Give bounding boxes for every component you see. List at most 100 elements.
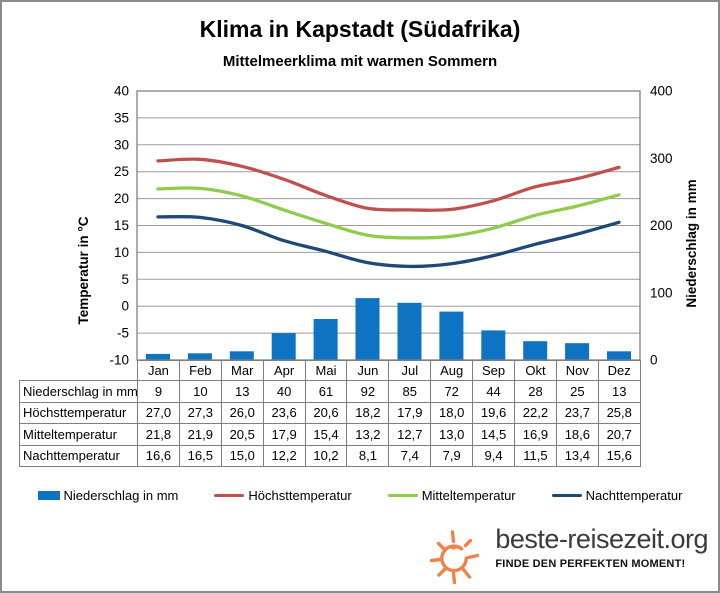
table-row: Nachttemperatur 16,6 16,5 15,0 12,2 10,2 8,1 7,…: [19, 444, 641, 467]
bar-Jan: [146, 353, 170, 360]
legend-bar-swatch: [37, 491, 60, 500]
table-cell: 9,4: [472, 444, 516, 467]
table-cell: 19,6: [472, 401, 516, 424]
table-cell: 72: [430, 380, 474, 403]
bar-Aug: [439, 311, 464, 360]
table-cell: 13: [597, 380, 641, 403]
table-row: Höchsttemperatur 27,0 27,3 26,0 23,6 20,6 18,2…: [19, 401, 641, 424]
table-cell: 11,5: [514, 444, 557, 467]
climate-chart: 40 35 30 25 20 15 10 5 0 -5 -10 400 300 200 100 0 Temper…: [76, 84, 699, 368]
row-label: Nachttemperatur: [19, 444, 138, 467]
month-header-cell: Dez: [597, 360, 641, 381]
table-cell: 27,3: [178, 401, 222, 424]
table-cell: 13: [220, 380, 264, 403]
table-cell: 16,5: [178, 444, 222, 467]
logo-tagline: FINDE DEN PERFEKTEN MOMENT!: [495, 558, 686, 571]
svg-text:40: 40: [114, 84, 129, 99]
sun-rays: [430, 530, 480, 585]
table-cell: 15,6: [597, 444, 641, 467]
table-cell: 15,4: [304, 423, 348, 446]
table-cell: 10,2: [304, 444, 348, 467]
table-cell: 20,7: [597, 423, 641, 446]
legend-label: Nachttemperatur: [585, 488, 683, 503]
month-header-cell: Jul: [388, 360, 432, 381]
svg-text:100: 100: [650, 285, 673, 300]
table-cell: 28: [514, 380, 557, 403]
table-cell: 8,1: [346, 444, 390, 467]
table-row: Niederschlag in mm 9 10 13 40 61 92 85 72 44 28 25 1…: [19, 380, 641, 403]
legend-label: Niederschlag in mm: [63, 488, 179, 503]
bar-Apr: [271, 333, 296, 360]
left-axis-title: Temperatur in °C: [76, 216, 91, 324]
legend-item: Mitteltemperatur: [387, 488, 516, 503]
table-row: Mitteltemperatur 21,8 21,9 20,5 17,9 15,4 13,2…: [19, 423, 641, 446]
table-cell: 16,6: [137, 444, 180, 467]
legend-label: Mitteltemperatur: [421, 488, 516, 503]
bar-Okt: [523, 341, 548, 360]
table-cell: 12,2: [262, 444, 306, 467]
table-cell: 92: [346, 380, 390, 403]
table-cell: 85: [388, 380, 432, 403]
sun-icon: [430, 530, 480, 585]
table-cell: 20,5: [220, 423, 264, 446]
sun-circle: [440, 544, 469, 573]
svg-text:20: 20: [114, 191, 129, 206]
month-header-cell: Mar: [220, 360, 264, 381]
svg-text:25: 25: [114, 164, 129, 179]
precipitation-bars: [146, 298, 631, 360]
row-label: Niederschlag in mm: [19, 380, 138, 403]
table-cell: 14,5: [472, 423, 516, 446]
table-corner-blank: [20, 361, 138, 381]
table-cell: 16,9: [514, 423, 557, 446]
bar-Mai: [313, 319, 338, 360]
svg-text:-10: -10: [109, 353, 129, 368]
table-cell: 13,4: [555, 444, 599, 467]
right-axis-title: Niederschlag in mm: [684, 179, 699, 307]
month-header-cell: Jan: [137, 360, 180, 381]
logo-name: beste-reisezeit.org: [495, 524, 708, 554]
table-cell: 25,8: [597, 401, 641, 424]
table-cell: 7,9: [430, 444, 474, 467]
month-header-cell: Okt: [514, 360, 557, 381]
table-cell: 10: [178, 380, 222, 403]
table-cell: 25: [555, 380, 599, 403]
table-cell: 27,0: [137, 401, 180, 424]
table-cell: 23,7: [555, 401, 599, 424]
svg-text:5: 5: [121, 272, 129, 287]
table-cell: 15,0: [220, 444, 264, 467]
svg-text:300: 300: [650, 151, 673, 166]
bar-Nov: [565, 343, 590, 360]
svg-text:0: 0: [650, 353, 658, 368]
legend-label: Höchsttemperatur: [248, 488, 352, 503]
svg-text:10: 10: [114, 245, 129, 260]
svg-text:-5: -5: [117, 326, 129, 341]
table-cell: 13,2: [346, 423, 390, 446]
legend-line-swatch: [214, 493, 245, 498]
table-cell: 22,2: [514, 401, 557, 424]
table-cell: 13,0: [430, 423, 474, 446]
table-cell: 26,0: [220, 401, 264, 424]
svg-text:200: 200: [650, 218, 673, 233]
month-header-cell: Feb: [178, 360, 222, 381]
month-header-cell: Apr: [262, 360, 306, 381]
legend-line-swatch: [551, 493, 582, 498]
table-cell: 7,4: [388, 444, 432, 467]
table-cell: 18,0: [430, 401, 474, 424]
table-body: Jan Feb Mar Apr Mai Jun Jul Aug Sep Okt Nov Dez Nied…: [19, 360, 641, 467]
bar-Jun: [355, 298, 380, 360]
temperature-line-nachttemperatur: [156, 215, 621, 269]
brand-logo: beste-reisezeit.org FINDE DEN PERFEKTEN …: [428, 524, 708, 586]
svg-text:35: 35: [114, 110, 129, 125]
legend-item: Höchsttemperatur: [214, 488, 352, 503]
sun-curl: [451, 545, 464, 551]
table-cell: 18,6: [555, 423, 599, 446]
page-subtitle: Mittelmeerklima mit warmen Sommern: [222, 53, 498, 70]
svg-text:400: 400: [650, 84, 673, 99]
month-header-cell: Aug: [430, 360, 474, 381]
table-cell: 18,2: [346, 401, 390, 424]
svg-text:0: 0: [121, 299, 129, 314]
table-cell: 12,7: [388, 423, 432, 446]
month-header-cell: Mai: [304, 360, 348, 381]
grid-lines: [137, 90, 640, 361]
